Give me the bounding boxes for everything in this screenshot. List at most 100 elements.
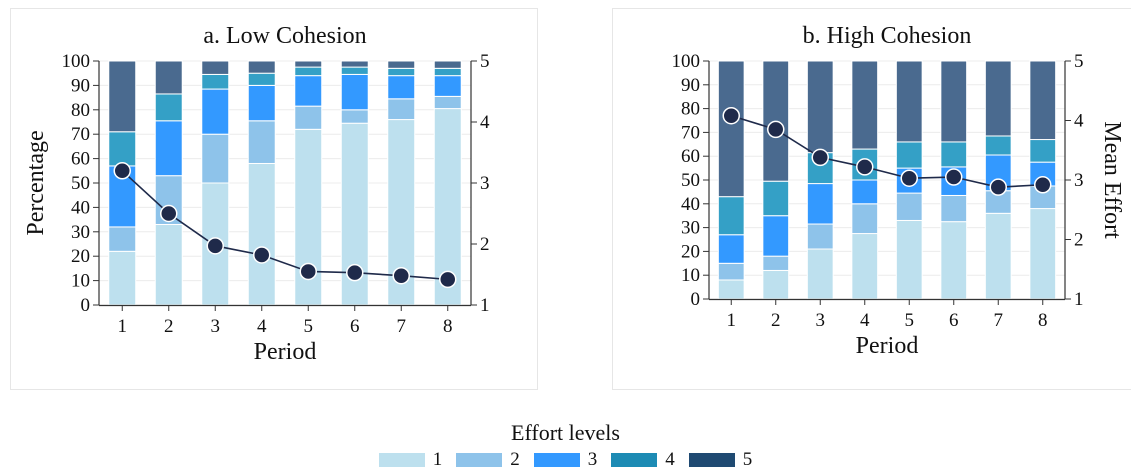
y-tick-label: 60 [71, 149, 90, 170]
bar-segment-effort-3 [247, 84, 276, 122]
bar-segment-effort-5 [895, 60, 923, 143]
y-tick-label: 50 [681, 170, 700, 191]
y-tick-label: 60 [681, 146, 700, 167]
legend-label: 5 [742, 449, 753, 470]
y-tick-label: 100 [62, 51, 91, 72]
bar-segment-effort-4 [433, 67, 462, 77]
bar-segment-effort-4 [201, 73, 230, 90]
bar-segment-effort-5 [108, 60, 137, 133]
legend-item: 5 [688, 449, 753, 470]
bar-segment-effort-1 [806, 248, 834, 300]
bar-segment-effort-4 [717, 196, 745, 236]
bar-segment-effort-3 [201, 88, 230, 135]
bar-segment-effort-2 [294, 105, 323, 130]
legend-items: 1 2 3 4 5 [0, 450, 1131, 470]
y-tick-label: 30 [71, 222, 90, 243]
legend-swatch [378, 453, 425, 467]
legend-swatch [456, 453, 503, 467]
bar-segment-effort-1 [940, 221, 968, 300]
bar-segment-effort-3 [717, 234, 745, 264]
bar-segment-effort-4 [294, 66, 323, 77]
mean-effort-point [811, 148, 829, 167]
mean-effort-point [439, 270, 457, 289]
x-tick-label: 6 [350, 316, 360, 337]
y-tick-label: 80 [71, 100, 90, 121]
chart-title: b. High Cohesion [803, 23, 972, 49]
bar-segment-effort-2 [387, 98, 416, 121]
y2-tick-label: 5 [1074, 51, 1084, 72]
y2-tick-label: 5 [480, 51, 490, 72]
bar-segment-effort-1 [154, 223, 183, 306]
bar-segment-effort-3 [387, 75, 416, 100]
legend-item: 3 [533, 449, 598, 470]
bar-segment-effort-5 [433, 60, 462, 69]
y-tick-label: 70 [71, 124, 90, 145]
legend: Effort levels 1 2 3 4 5 [0, 420, 1131, 470]
legend-title: Effort levels [511, 420, 620, 445]
y-tick-label: 20 [681, 241, 700, 262]
bar-segment-effort-5 [201, 60, 230, 75]
bar-segment-effort-2 [851, 203, 879, 235]
x-tick-label: 4 [257, 316, 267, 337]
chart-low-cohesion: a. Low Cohesion 0 10 20 30 40 50 60 70 80 90 100 1 2 3… [23, 23, 490, 365]
y-tick-label: 100 [672, 51, 701, 72]
mean-effort-point [253, 246, 271, 264]
bar-segment-effort-3 [851, 179, 879, 205]
legend-item: 2 [456, 450, 520, 470]
bar-segment-effort-4 [762, 180, 790, 217]
y-tick-label: 40 [71, 197, 90, 218]
x-tick-label: 3 [211, 316, 221, 337]
y-tick-label: 90 [681, 75, 700, 96]
bar-segment-effort-2 [201, 133, 230, 184]
bar-segment-effort-5 [247, 60, 276, 74]
legend-label: 4 [665, 449, 675, 470]
y-tick-label: 80 [681, 99, 700, 120]
bar-segment-effort-2 [247, 120, 276, 164]
mean-effort-point [160, 204, 178, 223]
mean-effort-point [113, 162, 131, 180]
mean-effort-point [392, 266, 410, 285]
bar-segment-effort-5 [984, 60, 1012, 137]
y2-tick-label: 3 [480, 173, 490, 194]
bar-segment-effort-4 [108, 131, 137, 167]
bar-segment-effort-5 [387, 60, 416, 69]
bar-segment-effort-3 [433, 75, 462, 97]
bar-segment-effort-1 [984, 212, 1012, 300]
y2-tick-label: 1 [480, 295, 490, 316]
bar-segment-effort-4 [340, 66, 369, 75]
y-tick-label: 50 [71, 173, 90, 194]
x-tick-label: 2 [164, 316, 174, 337]
bar-segment-effort-3 [154, 120, 183, 177]
mean-effort-point [856, 158, 874, 176]
bar-segment-effort-5 [806, 60, 834, 154]
bar-segment-effort-2 [108, 226, 137, 252]
bar-segment-effort-4 [895, 141, 923, 169]
y-tick-label: 10 [681, 265, 700, 286]
bar-segment-effort-2 [806, 223, 834, 250]
x-tick-label: 5 [304, 316, 314, 337]
x-tick-label: 5 [905, 310, 915, 331]
mean-effort-point [767, 120, 785, 139]
bar-segment-effort-1 [895, 219, 923, 300]
x-tick-label: 6 [949, 310, 959, 331]
legend-label: 1 [432, 449, 443, 470]
bar-segment-effort-1 [762, 269, 790, 300]
x-tick-label: 3 [816, 310, 826, 331]
bar-segment-effort-5 [1029, 60, 1057, 141]
mean-effort-point [1034, 176, 1052, 194]
x-tick-label: 1 [727, 310, 737, 331]
legend-swatch [611, 453, 658, 467]
legend-item: 4 [611, 450, 675, 470]
bar-segment-effort-2 [433, 95, 462, 110]
bar-segment-effort-4 [154, 93, 183, 122]
legend-swatch [688, 453, 735, 467]
y2-tick-label: 4 [1074, 111, 1084, 132]
mean-effort-point [722, 106, 740, 125]
bar-segment-effort-4 [387, 67, 416, 77]
bar-segment-effort-1 [717, 279, 745, 300]
bar-segment-effort-1 [851, 233, 879, 300]
bar-segment-effort-3 [762, 215, 790, 257]
bar-segment-effort-5 [717, 60, 745, 198]
y-tick-label: 40 [681, 194, 700, 215]
legend-label: 3 [587, 449, 598, 470]
